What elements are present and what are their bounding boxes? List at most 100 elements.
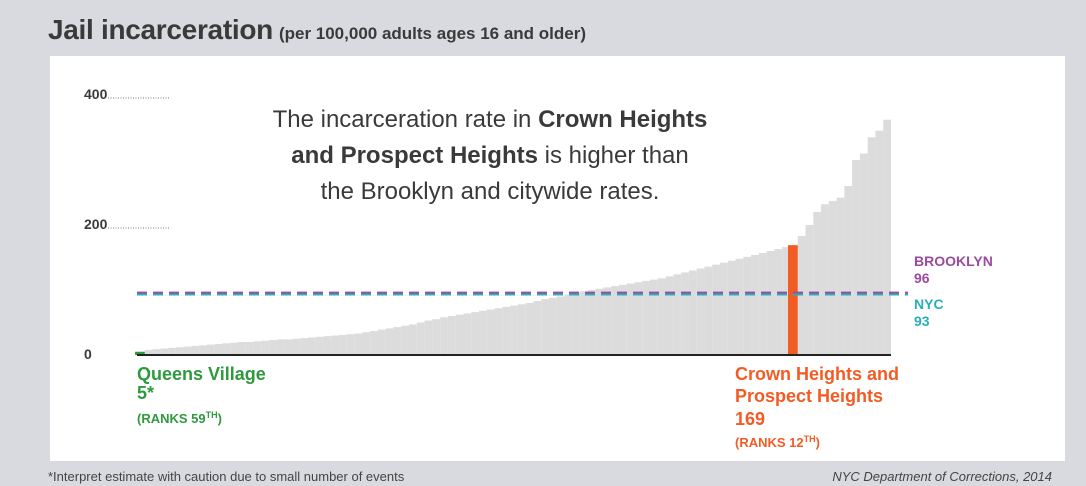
bar [611, 286, 619, 355]
bar [595, 288, 604, 355]
bar [541, 299, 549, 355]
bar [883, 119, 891, 355]
bar [230, 342, 239, 355]
bar [206, 344, 215, 355]
bar [354, 333, 363, 355]
bar [238, 342, 246, 355]
bar [852, 160, 860, 355]
highlight-bar [135, 351, 147, 355]
bar [743, 256, 752, 355]
highlight-bar [788, 245, 800, 355]
bar [339, 334, 347, 355]
bar [253, 341, 262, 355]
chart-title: Jail incarceration (per 100,000 adults ag… [48, 14, 586, 46]
bar [385, 328, 394, 355]
bar [548, 297, 557, 355]
reference-value-brooklyn: 96 [914, 270, 930, 286]
bar [665, 276, 674, 355]
bar [144, 349, 153, 355]
bar [688, 270, 697, 355]
bar [346, 334, 355, 355]
bar [440, 317, 448, 355]
bar [214, 343, 223, 355]
bar [572, 292, 581, 355]
subtitle-text: (per 100,000 adults ages 16 and older) [278, 24, 587, 43]
reference-value-nyc: 93 [914, 313, 930, 329]
bar [774, 249, 783, 355]
bar [479, 310, 487, 355]
bar [323, 336, 332, 355]
bar [455, 314, 464, 355]
bar [556, 296, 565, 355]
bar [634, 282, 643, 355]
bar [308, 337, 316, 355]
bar [168, 347, 176, 355]
bar [393, 327, 402, 355]
bar [859, 153, 868, 355]
bar [416, 322, 425, 355]
bar [432, 319, 441, 355]
bar [510, 305, 518, 355]
bar [525, 303, 534, 355]
bar [712, 264, 720, 355]
bar [447, 316, 456, 355]
bar [486, 309, 495, 355]
y-tick-label: 0 [84, 346, 92, 362]
bar [424, 320, 433, 355]
bar [517, 304, 526, 355]
reference-name-nyc: NYC [914, 296, 944, 312]
bar [828, 200, 837, 355]
bar [331, 335, 340, 355]
bar [152, 349, 161, 355]
crown-heights-label-line1: Crown Heights and [735, 364, 899, 384]
bar [673, 274, 682, 355]
bar [292, 338, 301, 355]
queens-village-rank: (RANKS 59TH) [137, 410, 222, 426]
bar [580, 291, 588, 355]
bar [618, 284, 627, 355]
bar [502, 306, 511, 355]
queens-village-label: Queens Village [137, 364, 266, 384]
bar [681, 272, 689, 355]
bar [175, 347, 184, 355]
bar [875, 130, 884, 355]
bar [222, 343, 231, 355]
bar [300, 338, 309, 355]
bar [564, 294, 573, 355]
bar [370, 330, 378, 355]
title-text: Jail incarceration [48, 14, 273, 45]
bar [603, 287, 612, 355]
bar [696, 268, 705, 355]
bar [377, 329, 386, 355]
bar [844, 186, 853, 355]
bar [735, 258, 744, 355]
bar [782, 247, 790, 355]
bar [471, 312, 480, 355]
bar [642, 280, 651, 355]
bar [821, 204, 829, 355]
bar [758, 252, 767, 355]
y-tick-label: 200 [84, 216, 108, 232]
annotation-line2: and Prospect Heights is higher than [291, 142, 688, 169]
queens-village-value: 5* [137, 383, 154, 403]
bar [867, 137, 876, 355]
bar [315, 336, 324, 355]
crown-heights-rank: (RANKS 12TH) [735, 434, 820, 450]
bar [276, 339, 285, 355]
bar [362, 332, 371, 355]
annotation-line1: The incarceration rate in Crown Heights [273, 106, 708, 133]
bar [805, 225, 814, 355]
bar [587, 290, 596, 355]
bar [719, 262, 728, 355]
bar [284, 339, 293, 355]
bar [533, 301, 542, 355]
reference-name-brooklyn: BROOKLYN [914, 253, 993, 269]
source-credit: NYC Department of Corrections, 2014 [832, 469, 1052, 484]
bar [836, 197, 845, 355]
bar [191, 345, 200, 355]
bar [494, 308, 503, 355]
bar [199, 345, 207, 355]
bar [626, 283, 635, 355]
footnote: *Interpret estimate with caution due to … [48, 469, 405, 484]
